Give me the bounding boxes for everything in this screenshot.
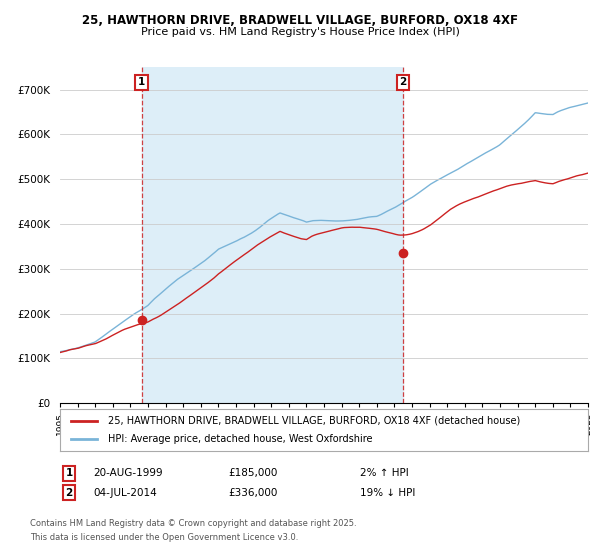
Text: Contains HM Land Registry data © Crown copyright and database right 2025.: Contains HM Land Registry data © Crown c… [30,519,356,528]
Text: 25, HAWTHORN DRIVE, BRADWELL VILLAGE, BURFORD, OX18 4XF: 25, HAWTHORN DRIVE, BRADWELL VILLAGE, BU… [82,14,518,27]
Text: This data is licensed under the Open Government Licence v3.0.: This data is licensed under the Open Gov… [30,533,298,542]
Text: Price paid vs. HM Land Registry's House Price Index (HPI): Price paid vs. HM Land Registry's House … [140,27,460,37]
Bar [142,67,403,403]
Text: 2% ↑ HPI: 2% ↑ HPI [360,468,409,478]
Text: 2: 2 [400,77,407,87]
Text: 1: 1 [65,468,73,478]
Text: £336,000: £336,000 [228,488,277,498]
Text: 1: 1 [138,77,145,87]
Text: HPI: Average price, detached house, West Oxfordshire: HPI: Average price, detached house, West… [107,434,372,444]
Text: 25, HAWTHORN DRIVE, BRADWELL VILLAGE, BURFORD, OX18 4XF (detached house): 25, HAWTHORN DRIVE, BRADWELL VILLAGE, BU… [107,416,520,426]
Text: £185,000: £185,000 [228,468,277,478]
Text: 04-JUL-2014: 04-JUL-2014 [93,488,157,498]
Text: 19% ↓ HPI: 19% ↓ HPI [360,488,415,498]
Text: 20-AUG-1999: 20-AUG-1999 [93,468,163,478]
Text: 2: 2 [65,488,73,498]
